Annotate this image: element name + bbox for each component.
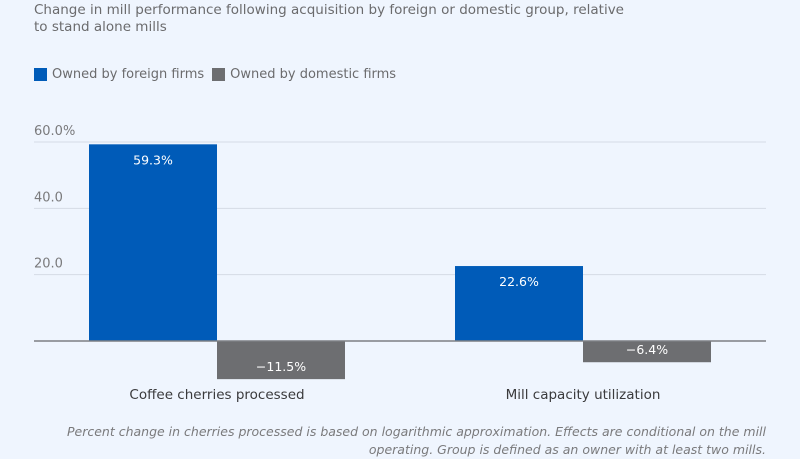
bar-data-label: 22.6% bbox=[499, 274, 539, 289]
bar-data-label: −11.5% bbox=[256, 359, 306, 374]
legend: Owned by foreign firms Owned by domestic… bbox=[34, 67, 404, 82]
bar-data-label: −6.4% bbox=[626, 342, 668, 357]
legend-label-foreign: Owned by foreign firms bbox=[52, 67, 205, 82]
legend-item-domestic: Owned by domestic firms bbox=[212, 67, 396, 82]
bar-data-label: 59.3% bbox=[133, 152, 173, 167]
bar bbox=[583, 341, 711, 363]
x-category-label: Mill capacity utilization bbox=[506, 387, 661, 403]
y-tick-label: 60.0% bbox=[34, 124, 75, 139]
legend-swatch-domestic bbox=[212, 68, 226, 81]
legend-swatch-foreign bbox=[34, 68, 47, 81]
bar bbox=[89, 144, 217, 341]
bar bbox=[455, 266, 583, 341]
legend-label-domestic: Owned by domestic firms bbox=[230, 67, 397, 82]
y-tick-label: 20.0 bbox=[34, 257, 63, 272]
footnote: Percent change in cherries processed is … bbox=[66, 424, 766, 457]
y-tick-label: 40.0 bbox=[34, 190, 63, 205]
x-category-label: Coffee cherries processed bbox=[129, 387, 304, 403]
chart-title: Change in mill performance following acq… bbox=[34, 2, 624, 35]
bar bbox=[217, 341, 345, 380]
legend-item-foreign: Owned by foreign firms bbox=[34, 67, 204, 82]
